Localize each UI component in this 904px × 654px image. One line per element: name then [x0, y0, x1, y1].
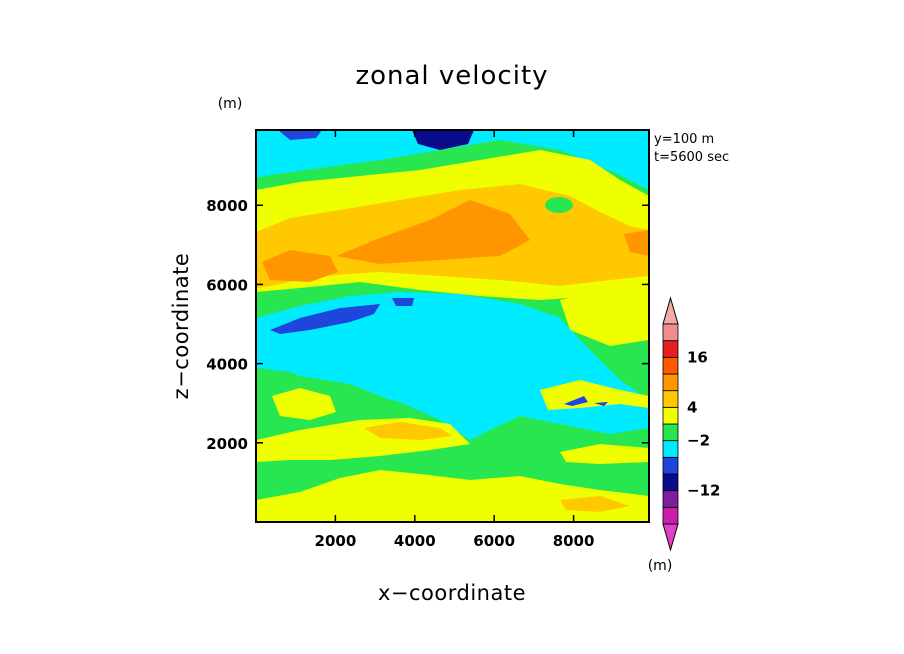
y-tick-label: 6000 — [206, 276, 248, 294]
region-upper-cyan — [256, 130, 649, 190]
annotation-line-1: y=100 m — [654, 132, 714, 147]
x-axis-title: x−coordinate — [378, 581, 526, 605]
chart-title: zonal velocity — [355, 61, 548, 91]
colorbar-swatch — [662, 456, 679, 475]
region-middle-yellow-right2 — [540, 380, 649, 410]
region-upper-orange — [336, 200, 530, 264]
region-lower-lightorange — [364, 422, 452, 440]
colorbar-swatch — [662, 340, 679, 358]
region-middle-yellow-blob — [272, 388, 336, 420]
colorbar-swatch — [662, 323, 679, 342]
region-middle-blue-streak3 — [594, 402, 608, 406]
colorbar-tick-label: 16 — [687, 348, 708, 366]
region-upper-navy — [412, 130, 474, 150]
region-middle-blue-streak2 — [564, 396, 588, 406]
colorbar-extend-low — [662, 523, 679, 552]
colorbar-tick-label: −12 — [687, 482, 720, 500]
x-tick-label: 6000 — [473, 532, 515, 550]
region-upper-blue-left — [278, 130, 322, 140]
colorbar-swatch — [662, 373, 679, 392]
colorbar: 16 4 −2 −12 — [662, 296, 720, 552]
colorbar-tick-label: −2 — [687, 432, 710, 450]
y-tick-label: 2000 — [206, 435, 248, 453]
colorbar-unit: (m) — [648, 558, 673, 574]
region-upper-orange-left — [262, 250, 338, 282]
tick-marks — [256, 130, 649, 522]
tick-labels: 2000 4000 6000 8000 2000 4000 6000 8000 — [206, 197, 594, 550]
x-tick-label: 2000 — [315, 532, 357, 550]
colorbar-extend-high — [662, 296, 679, 325]
region-upper-orange-right — [624, 230, 649, 256]
region-bottom-yellow — [256, 470, 649, 522]
colorbar-swatch — [662, 490, 679, 508]
annotation-line-2: t=5600 sec — [654, 150, 729, 165]
colorbar-swatch — [662, 390, 679, 408]
plot-frame — [255, 129, 650, 523]
region-lower-yellow-right — [560, 444, 649, 464]
region-middle-blue-streak — [270, 304, 380, 334]
region-bottom-lightorange — [560, 496, 630, 512]
region-middle-yellow-right — [560, 290, 649, 346]
region-middle-blue-spot — [392, 298, 414, 306]
y-axis-title: z−coordinate — [169, 253, 193, 400]
colorbar-swatch — [662, 423, 679, 442]
colorbar-swatch — [662, 406, 679, 425]
colorbar-swatch — [662, 440, 679, 458]
y-tick-label: 4000 — [206, 356, 248, 374]
contour-field — [256, 130, 649, 522]
y-tick-label: 8000 — [206, 197, 248, 215]
x-tick-label: 8000 — [553, 532, 595, 550]
y-axis-unit: (m) — [218, 96, 243, 112]
colorbar-tick-label: 4 — [687, 398, 697, 416]
x-tick-label: 4000 — [394, 532, 436, 550]
colorbar-swatch — [662, 506, 679, 525]
region-upper-green-spot — [545, 197, 573, 213]
colorbar-swatch — [662, 356, 679, 375]
colorbar-swatch — [662, 473, 679, 492]
